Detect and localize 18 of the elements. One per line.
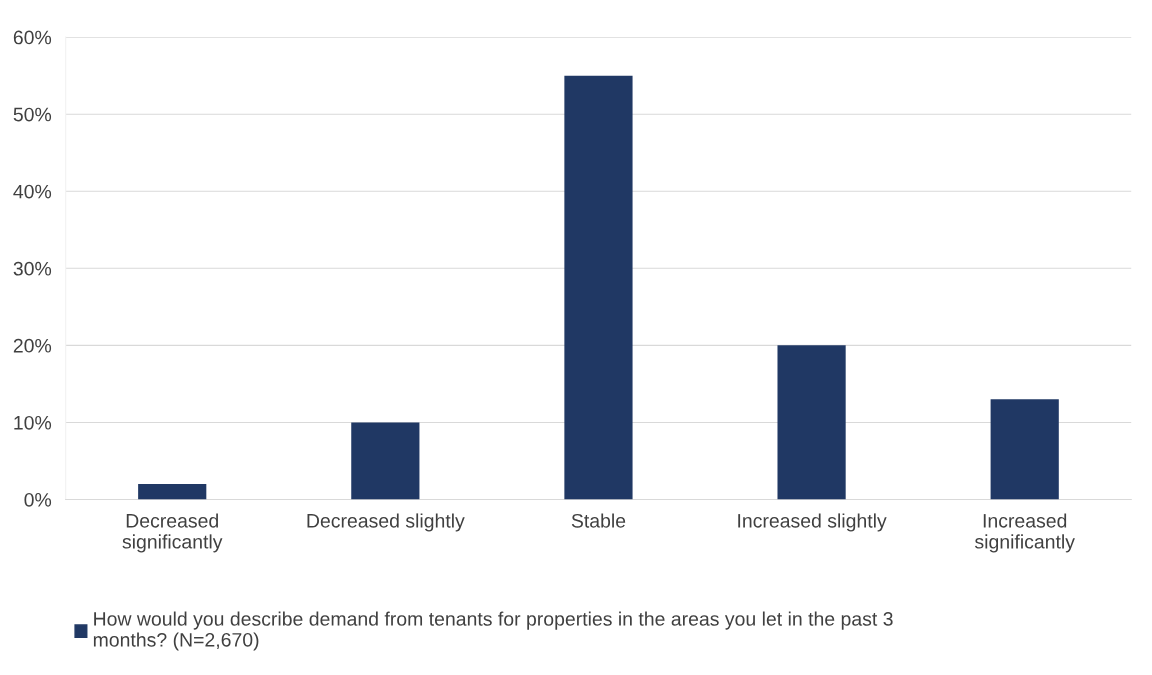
x-tick-label: Increased slightly [738,513,887,532]
y-tick-label: 10% [14,415,52,430]
x-tick-label: Decreased significantly [122,513,223,553]
bar [351,422,420,500]
y-tick-label: 20% [13,338,52,353]
y-tick-label: 30% [13,261,52,276]
x-tick-label: Stable [571,513,626,528]
bar [138,484,207,500]
bar [990,399,1059,500]
y-tick-label: 40% [13,184,52,199]
y-tick-label: 60% [13,30,52,45]
y-tick-label: 0% [24,492,52,507]
x-tick-label: Increased significantly [974,513,1075,553]
bar [564,75,633,500]
y-tick-label: 50% [13,107,52,122]
legend-label: How would you describe demand from tenants for properties in the areas you let in the past 3 months? (N=2,670) [93,611,893,651]
bar [777,345,846,500]
x-tick-label: Decreased slightly [307,513,465,532]
